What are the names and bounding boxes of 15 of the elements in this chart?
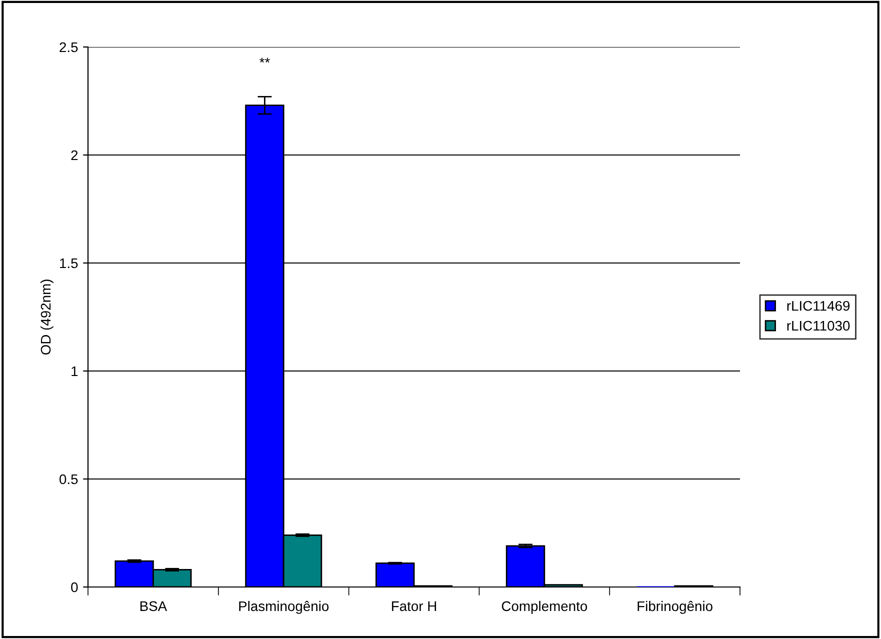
- x-tick-label: BSA: [140, 601, 168, 612]
- annotation: **: [260, 58, 270, 63]
- x-tick-label: Fator H: [392, 601, 436, 612]
- x-tick-label: Complemento: [502, 600, 588, 614]
- y-axis-title: OD (492nm): [40, 280, 54, 355]
- y-tick-label: 1.5: [60, 258, 78, 268]
- y-tick-label: 1: [72, 366, 78, 376]
- x-tick-label: Fibrinogênio: [638, 600, 712, 614]
- y-tick-label: 0: [71, 582, 78, 592]
- legend-label: rLIC11469: [787, 300, 850, 311]
- y-tick-label: 0.5: [60, 474, 78, 484]
- x-tick-label: Plasminogênio: [239, 600, 329, 614]
- y-tick-label: 2.5: [60, 42, 78, 52]
- legend-label: rLIC11030: [787, 320, 850, 331]
- y-tick-label: 2: [71, 150, 78, 160]
